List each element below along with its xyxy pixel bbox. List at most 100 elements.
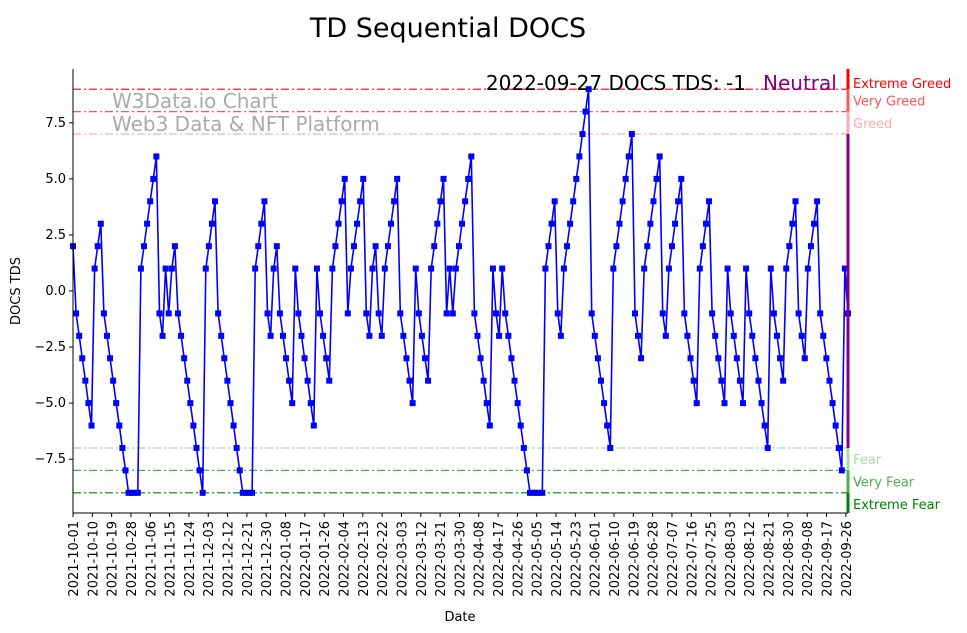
x-tick-label: 2022-07-16 bbox=[685, 521, 700, 597]
data-point bbox=[459, 220, 466, 227]
data-point bbox=[517, 422, 524, 429]
data-point bbox=[270, 265, 277, 272]
data-point bbox=[551, 198, 558, 205]
data-point bbox=[712, 332, 719, 339]
data-point bbox=[508, 355, 515, 362]
y-tick-label: 0.0 bbox=[45, 284, 66, 299]
x-tick-label: 2021-11-06 bbox=[144, 521, 159, 597]
data-point bbox=[347, 265, 354, 272]
data-point bbox=[533, 489, 540, 496]
x-tick-label: 2022-01-26 bbox=[318, 521, 333, 597]
data-point bbox=[613, 243, 620, 250]
data-point bbox=[196, 467, 203, 474]
data-point bbox=[693, 400, 700, 407]
data-point bbox=[276, 310, 283, 317]
data-point bbox=[421, 355, 428, 362]
data-point bbox=[91, 265, 98, 272]
data-point bbox=[653, 175, 660, 182]
data-point bbox=[798, 332, 805, 339]
data-point bbox=[709, 310, 716, 317]
data-point bbox=[289, 400, 296, 407]
data-point bbox=[88, 422, 95, 429]
data-point bbox=[635, 332, 642, 339]
x-tick-label: 2022-09-17 bbox=[821, 521, 836, 597]
data-point bbox=[471, 310, 478, 317]
data-point bbox=[252, 265, 259, 272]
data-point bbox=[783, 265, 790, 272]
data-point bbox=[786, 243, 793, 250]
data-point bbox=[317, 310, 324, 317]
x-tick-label: 2022-08-30 bbox=[782, 521, 797, 597]
data-point bbox=[752, 355, 759, 362]
data-point bbox=[357, 198, 364, 205]
data-point bbox=[406, 377, 413, 384]
data-point bbox=[76, 332, 83, 339]
data-point bbox=[338, 198, 345, 205]
data-point bbox=[79, 355, 86, 362]
data-point bbox=[826, 377, 833, 384]
data-point bbox=[814, 198, 821, 205]
data-point bbox=[388, 220, 395, 227]
data-point bbox=[505, 332, 512, 339]
data-point bbox=[391, 198, 398, 205]
data-point bbox=[554, 310, 561, 317]
data-point bbox=[184, 377, 191, 384]
data-point bbox=[455, 243, 462, 250]
data-point bbox=[245, 489, 252, 496]
data-point bbox=[82, 377, 89, 384]
x-ticks: 2021-10-01 2021-10-10 2021-10-19 2021-10-28… bbox=[67, 513, 855, 597]
data-point bbox=[233, 444, 240, 451]
data-point bbox=[128, 489, 135, 496]
data-point bbox=[326, 377, 333, 384]
data-point bbox=[526, 489, 533, 496]
data-point bbox=[397, 310, 404, 317]
data-point bbox=[755, 377, 762, 384]
series-path bbox=[72, 89, 849, 494]
data-point bbox=[320, 332, 327, 339]
data-point bbox=[440, 175, 447, 182]
data-point bbox=[582, 108, 589, 115]
data-point bbox=[767, 265, 774, 272]
x-tick-label: 2022-03-21 bbox=[434, 521, 449, 597]
data-point bbox=[218, 332, 225, 339]
data-point bbox=[292, 265, 299, 272]
data-point bbox=[736, 377, 743, 384]
y-axis-label: DOCS TDS bbox=[9, 257, 24, 325]
data-point bbox=[255, 243, 262, 250]
data-point bbox=[758, 400, 765, 407]
data-point bbox=[350, 243, 357, 250]
data-point bbox=[665, 265, 672, 272]
data-point bbox=[835, 444, 842, 451]
data-point bbox=[341, 175, 348, 182]
data-point bbox=[486, 422, 493, 429]
data-point bbox=[208, 220, 215, 227]
data-point bbox=[780, 377, 787, 384]
x-tick-label: 2022-07-07 bbox=[666, 521, 681, 597]
data-point bbox=[159, 332, 166, 339]
data-point bbox=[823, 355, 830, 362]
data-point bbox=[672, 220, 679, 227]
x-tick-label: 2022-06-28 bbox=[647, 521, 662, 597]
data-point bbox=[585, 86, 592, 93]
data-point bbox=[212, 198, 219, 205]
x-tick-label: 2021-12-30 bbox=[260, 521, 275, 597]
x-tick-label: 2022-04-17 bbox=[492, 521, 507, 597]
x-tick-label: 2022-01-08 bbox=[280, 521, 295, 597]
data-point bbox=[675, 198, 682, 205]
data-point bbox=[789, 220, 796, 227]
data-point bbox=[110, 377, 117, 384]
data-point bbox=[298, 332, 305, 339]
data-point bbox=[699, 243, 706, 250]
x-tick-label: 2022-08-21 bbox=[763, 521, 778, 597]
level-label-extreme-greed: Extreme Greed bbox=[853, 77, 951, 92]
data-point bbox=[530, 489, 537, 496]
data-point bbox=[477, 355, 484, 362]
data-point bbox=[221, 355, 228, 362]
x-tick-label: 2022-03-03 bbox=[395, 521, 410, 597]
data-point bbox=[171, 243, 178, 250]
data-point bbox=[372, 243, 379, 250]
data-point bbox=[631, 310, 638, 317]
x-tick-label: 2022-05-05 bbox=[531, 521, 546, 597]
x-tick-label: 2022-02-04 bbox=[337, 521, 352, 597]
